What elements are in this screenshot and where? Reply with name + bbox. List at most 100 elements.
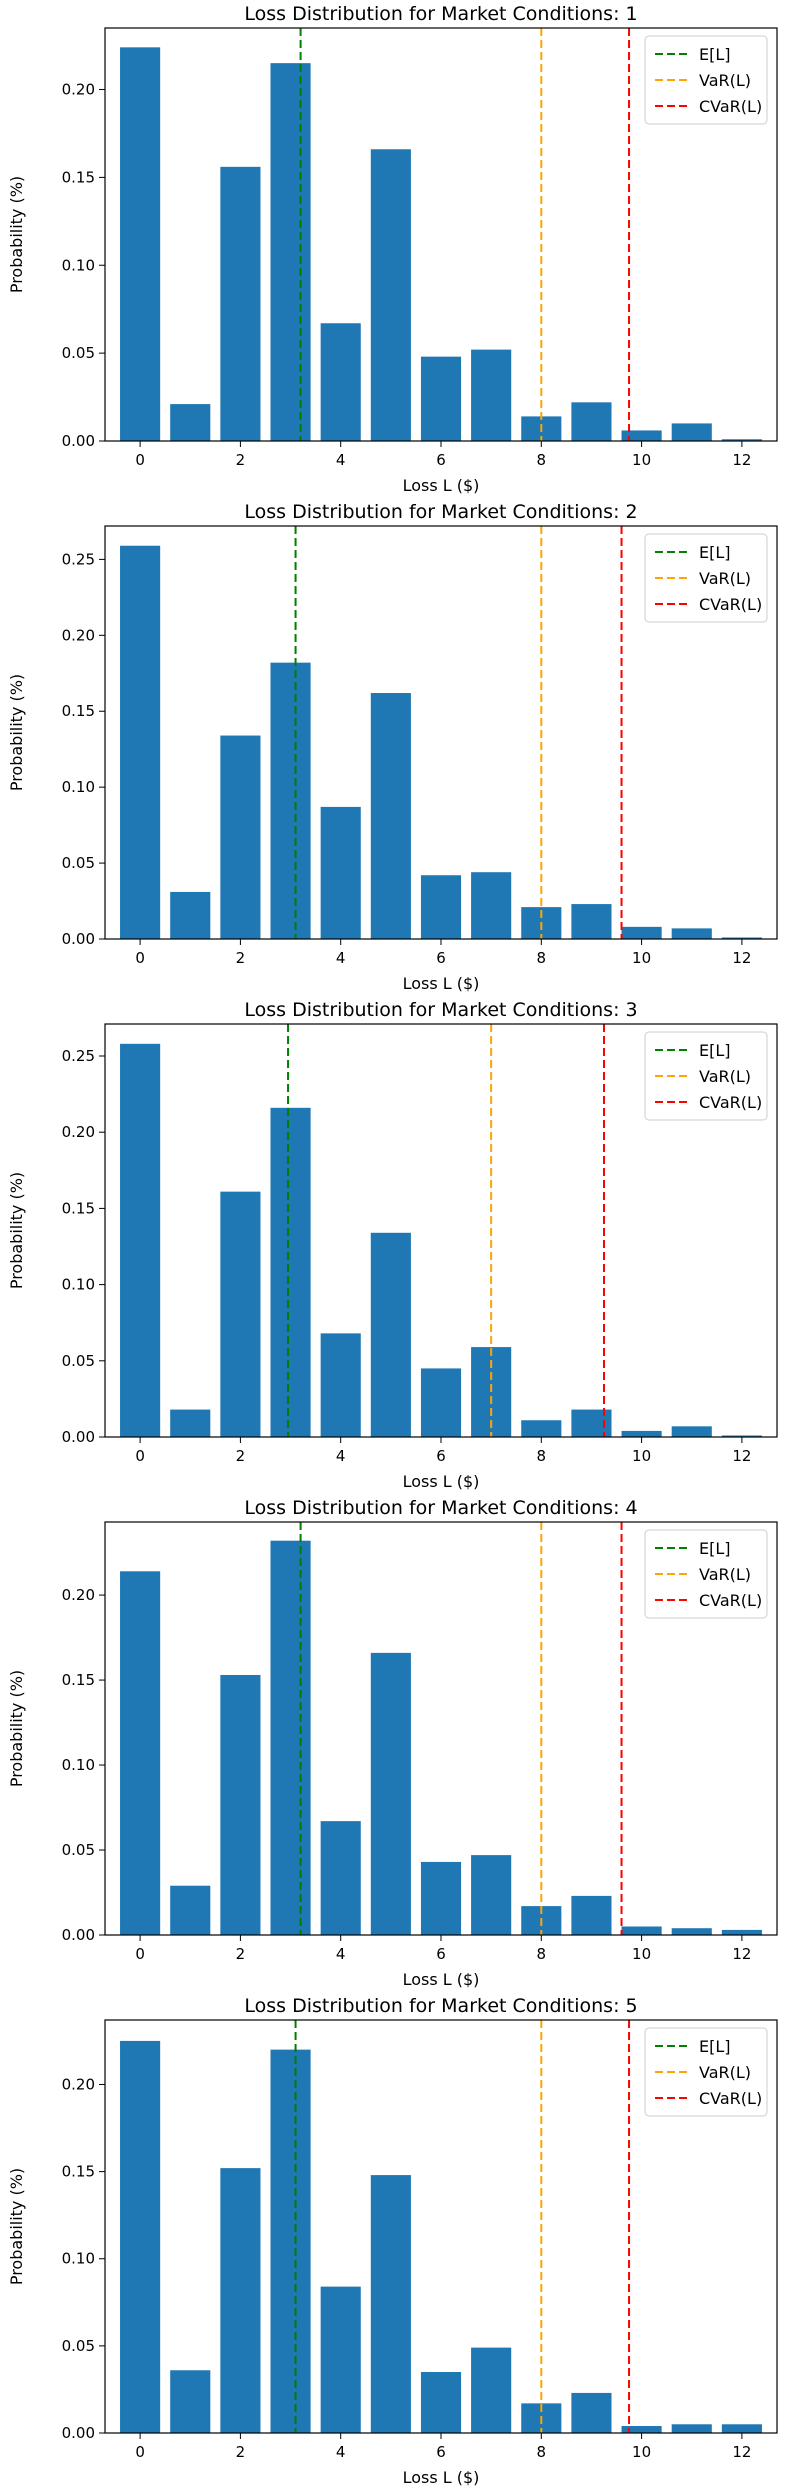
legend-label: CVaR(L) [699,595,762,614]
x-axis-label: Loss L ($) [403,1472,480,1491]
y-axis-label: Probability (%) [7,1172,26,1289]
x-tick-label: 10 [632,2443,651,2461]
legend-label: VaR(L) [699,569,751,588]
x-tick-label: 12 [732,451,751,469]
y-tick-label: 0.05 [62,2337,95,2355]
x-axis-label: Loss L ($) [403,974,480,993]
x-tick-label: 10 [632,1447,651,1465]
y-tick-label: 0.10 [62,778,95,796]
legend-label: CVaR(L) [699,1093,762,1112]
x-tick-label: 10 [632,451,651,469]
legend: E[L] VaR(L) CVaR(L) [644,2027,768,2117]
y-axis-label: Probability (%) [7,176,26,293]
bar-5 [370,693,411,939]
x-tick-label: 2 [236,1447,246,1465]
bar-10 [621,2426,662,2433]
bar-3 [270,1540,311,1935]
legend-box [644,2027,768,2117]
bar-3 [270,2049,311,2433]
legend: E[L] VaR(L) CVaR(L) [644,1031,768,1121]
bar-1 [170,2370,211,2433]
bar-4 [320,806,361,939]
bar-1 [170,404,211,441]
bar-5 [370,2175,411,2433]
bar-6 [420,356,462,441]
x-tick-label: 2 [236,451,246,469]
bar-11 [671,928,712,939]
bar-9 [571,1409,612,1437]
x-tick-label: 10 [632,949,651,967]
bar-6 [420,875,462,939]
legend: E[L] VaR(L) CVaR(L) [644,1529,768,1619]
y-tick-label: 0.05 [62,1841,95,1859]
chart-3: Loss Distribution for Market Conditions:… [7,999,778,1491]
bar-6 [420,1368,462,1437]
bar-0 [120,1043,161,1437]
chart-title: Loss Distribution for Market Conditions:… [244,1995,637,2017]
bar-7 [471,872,512,939]
y-tick-label: 0.15 [62,702,95,720]
bar-0 [120,1571,161,1935]
bar-12 [721,1435,762,1437]
x-tick-label: 0 [135,1945,145,1963]
legend-label: CVaR(L) [699,2089,762,2108]
bar-3 [270,1107,311,1437]
x-axis-label: Loss L ($) [403,476,480,495]
y-tick-label: 0.25 [62,1047,95,1065]
y-tick-label: 0.25 [62,550,95,568]
x-tick-label: 12 [732,1447,751,1465]
legend-box [644,35,768,125]
bar-12 [721,1929,762,1935]
x-tick-label: 8 [537,451,547,469]
chart-title: Loss Distribution for Market Conditions:… [244,999,637,1021]
legend-label: VaR(L) [699,2063,751,2082]
chart-4: Loss Distribution for Market Conditions:… [7,1497,778,1989]
x-axis-label: Loss L ($) [403,1970,480,1989]
x-tick-label: 6 [436,949,446,967]
x-tick-label: 4 [336,949,346,967]
legend-label: E[L] [699,45,731,64]
x-tick-label: 8 [537,1945,547,1963]
bar-11 [671,423,712,441]
y-tick-label: 0.05 [62,1352,95,1370]
bar-7 [471,1855,512,1935]
bar-5 [370,1232,411,1437]
bar-12 [721,937,762,939]
bar-4 [320,1333,361,1437]
x-tick-label: 4 [336,2443,346,2461]
bar-11 [671,1928,712,1935]
legend-label: E[L] [699,543,731,562]
x-tick-label: 0 [135,451,145,469]
legend: E[L] VaR(L) CVaR(L) [644,35,768,125]
legend-label: E[L] [699,2037,731,2056]
legend-box [644,533,768,623]
bar-12 [721,2424,762,2433]
bar-6 [420,1861,462,1935]
y-tick-label: 0.10 [62,256,95,274]
bar-1 [170,1885,211,1935]
bar-2 [220,166,261,441]
bar-2 [220,1191,261,1437]
legend-label: VaR(L) [699,1565,751,1584]
bar-9 [571,1895,612,1935]
y-tick-label: 0.15 [62,2163,95,2181]
y-tick-label: 0.10 [62,1756,95,1774]
x-tick-label: 12 [732,2443,751,2461]
legend-label: E[L] [699,1539,731,1558]
y-tick-label: 0.05 [62,344,95,362]
bar-7 [471,349,512,441]
bar-11 [671,2424,712,2433]
bar-2 [220,2168,261,2433]
bar-3 [270,63,311,442]
bar-2 [220,1674,261,1935]
x-tick-label: 4 [336,451,346,469]
bar-10 [621,430,662,441]
y-tick-label: 0.15 [62,1671,95,1689]
y-tick-label: 0.20 [62,81,95,99]
bar-10 [621,1430,662,1437]
bar-9 [571,904,612,939]
bar-4 [320,1821,361,1935]
bar-10 [621,926,662,939]
x-tick-label: 4 [336,1945,346,1963]
